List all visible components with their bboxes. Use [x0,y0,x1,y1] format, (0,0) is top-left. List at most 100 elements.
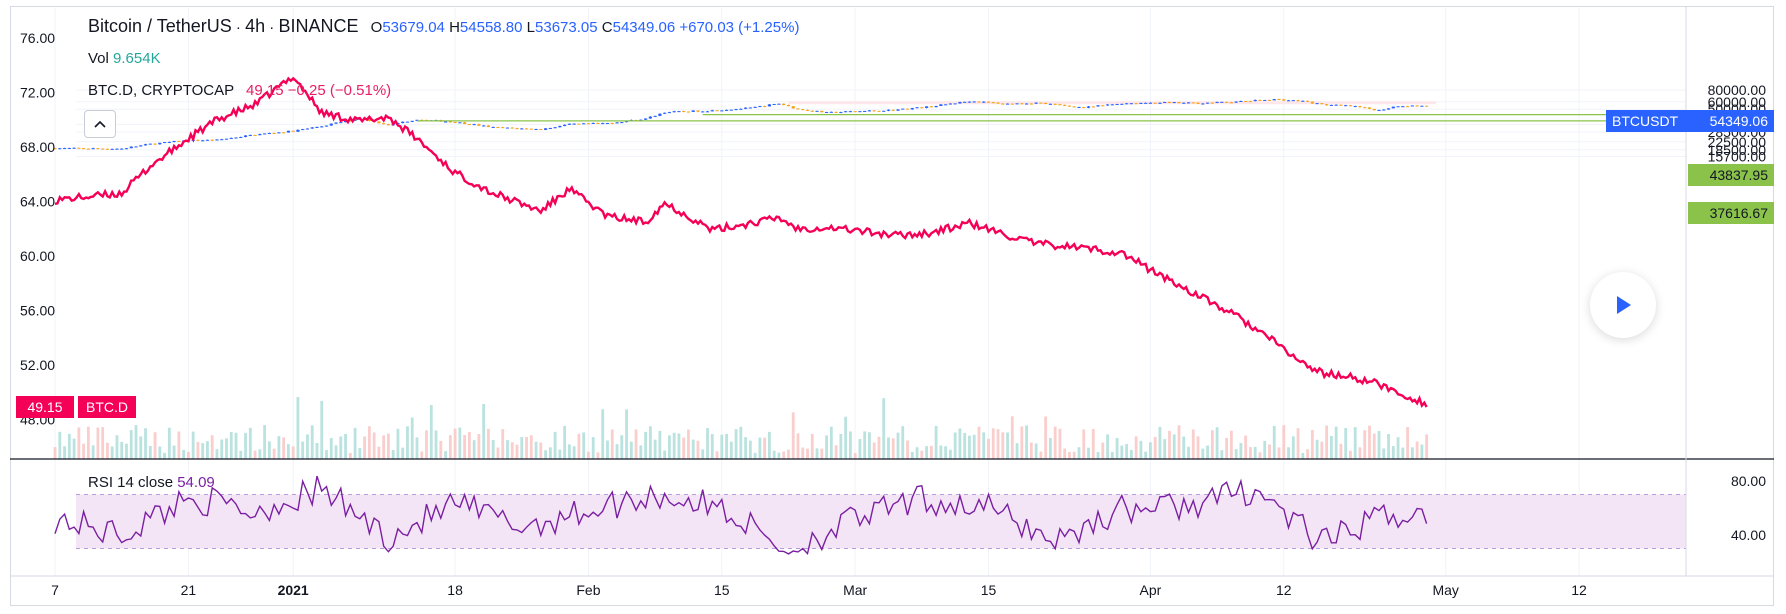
volume-bar [891,438,895,459]
candle-body [1244,100,1248,102]
candle-body [824,111,829,113]
volume-bar [86,426,90,459]
volume-bar [229,431,233,459]
candle-body [139,145,143,147]
volume-bar [1120,445,1124,459]
volume-bar [387,433,390,459]
volume-bar [382,435,386,459]
volume-bar [1034,443,1038,459]
volume-bar [934,426,938,459]
volume-bars [53,397,1429,459]
volume-bar [1329,436,1333,459]
volume-bar [453,428,457,459]
candle-body [844,111,848,113]
candle-body [677,111,681,113]
candle-body [872,110,876,112]
volume-bar [334,445,338,459]
candle-body [853,111,857,113]
candle-body [696,110,700,112]
rsi-label: RSI 14 close [88,474,174,491]
candle-body [305,128,310,130]
volume-bar [982,432,986,459]
volume-bar [363,436,367,459]
play-button[interactable] [1590,272,1656,338]
candle-body [96,148,100,150]
volume-bar [720,434,724,459]
volume-bar [406,426,409,459]
volume-bar [987,438,990,459]
ohlc-close: C54349.06 [601,19,676,36]
volume-bar [148,446,152,459]
volume-bar [520,437,524,459]
candle-body [453,121,457,123]
candle-body [834,111,838,113]
candle-body [886,109,891,111]
candle-body [1029,103,1033,105]
volume-bar [1191,429,1195,459]
volume-bar [1310,430,1314,459]
legend-dominance[interactable]: BTC.D, CRYPTOCAP 49.15 −0.25 (−0.51%) [88,82,391,99]
candle-body [1048,103,1053,105]
candle-body [820,110,824,113]
volume-bar [582,432,586,459]
volume-bar [144,428,147,459]
candle-body [1196,102,1200,104]
volume-bar [939,445,943,459]
candle-body [401,121,405,124]
volume-bar [610,429,614,459]
candle-body [158,142,162,145]
candle-body [1296,100,1300,102]
volume-bar [625,409,628,459]
candle-body [1282,99,1286,101]
candle-body [1044,102,1048,104]
volume-bar [777,452,781,459]
ohlc-low: L53673.05 [526,19,598,36]
candle-body [1334,104,1338,106]
candle-body [501,127,505,129]
candle-body [405,121,410,123]
vol-value: 9.654K [113,50,161,67]
dominance-tick-label: 60.00 [20,248,55,264]
volume-bar [710,434,714,459]
candle-body [948,103,952,105]
volume-bar [829,426,833,459]
volume-bar [220,439,224,459]
candle-body [1277,99,1281,101]
candle-body [482,125,486,127]
volume-bar [834,445,838,459]
volume-bar [1410,447,1414,459]
rsi-band [76,494,1686,549]
volume-bar [1396,437,1400,459]
candle-body [1058,104,1062,106]
volume-bar [1234,449,1238,459]
btcusdt-price-tag: BTCUSDT 54349.06 [1606,110,1774,132]
time-tick-label: 12 [1276,582,1292,598]
rsi-legend[interactable]: RSI 14 close 54.09 [88,474,215,491]
volume-bar [1206,445,1209,459]
volume-bar [1334,426,1338,459]
volume-bar [501,429,505,459]
candle-body [620,122,624,124]
volume-bar [191,431,195,459]
volume-bar [839,434,843,459]
volume-bar [958,428,962,459]
exchange: BINANCE [278,16,359,36]
candle-body [1220,101,1224,103]
candle-body [667,112,672,114]
candle-body [1329,104,1333,106]
volume-bar [915,447,919,459]
candle-body [1110,104,1114,106]
volume-bar [977,426,981,459]
candle-body [1305,100,1310,102]
collapse-legend-button[interactable] [84,110,116,138]
volume-bar [1358,447,1362,459]
candle-body [267,133,271,135]
candle-body [1167,102,1172,104]
dominance-tick-label: 56.00 [20,302,55,318]
volume-bar [758,437,762,459]
volume-bar [796,433,800,459]
price-tick-label: 18500.00 [1708,142,1767,158]
candle-body [796,108,800,110]
volume-bar [1249,447,1252,459]
